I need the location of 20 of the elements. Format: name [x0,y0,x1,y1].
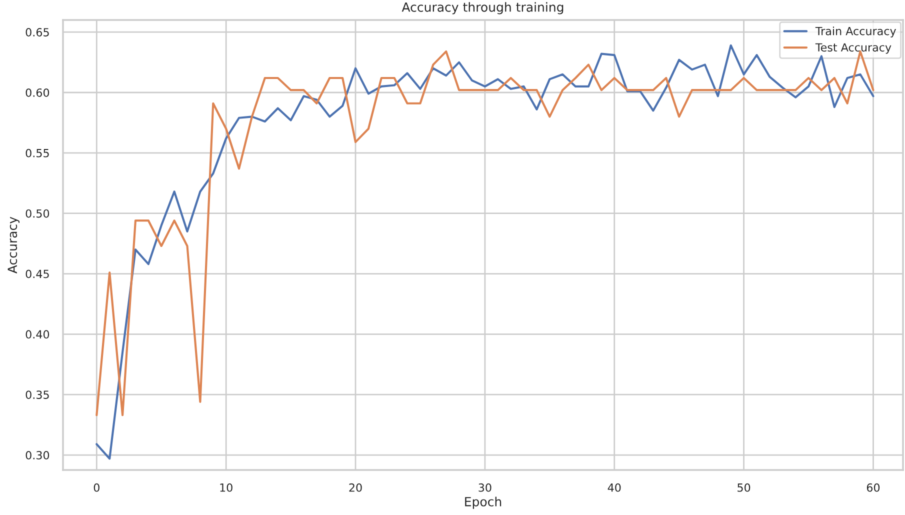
x-tick-label: 40 [608,483,621,492]
y-axis-title: Accuracy [8,216,20,274]
y-tick-label: 0.35 [26,390,49,399]
y-tick-label: 0.60 [26,88,50,97]
y-tick-label: 0.55 [26,148,49,158]
y-tick-label: 0.30 [26,450,50,460]
x-tick-label: 0 [94,483,100,492]
legend-label: Test Accuracy [815,43,892,54]
legend-label: Train Accuracy [815,26,896,38]
x-tick-label: 10 [220,483,232,492]
chart-title: Accuracy through training [402,2,564,14]
y-tick-label: 0.40 [26,330,50,339]
y-tick-label: 0.45 [26,270,49,278]
x-tick-label: 50 [738,483,750,492]
y-tick-label: 0.50 [26,209,50,218]
y-tick-label: 0.65 [26,28,49,36]
x-tick-label: 20 [349,483,362,492]
x-axis-title: Epoch [465,496,502,509]
x-tick-label: 30 [478,483,492,492]
x-tick-label: 60 [866,483,880,492]
